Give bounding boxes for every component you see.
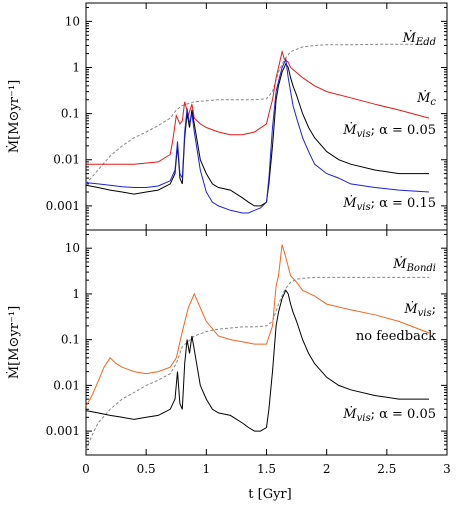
- y-axis-label: Ṁ[M⊙yr⁻¹]: [5, 80, 22, 153]
- y-tick-label: 0.1: [61, 333, 80, 347]
- series-line: [85, 62, 429, 207]
- x-tick-label: 1: [203, 462, 211, 476]
- y-tick-label: 1: [72, 287, 80, 301]
- series-line: [85, 57, 430, 214]
- series-label: Ṁvis; α = 0.05: [342, 405, 436, 424]
- y-tick-label: 10: [65, 241, 80, 255]
- series-label: Ṁvis;: [403, 300, 436, 319]
- x-tick-label: 0.5: [137, 462, 156, 476]
- series-label: ṀBondi: [392, 255, 436, 274]
- y-axis-label: Ṁ[M⊙yr⁻¹]: [5, 306, 22, 379]
- series-label: Ṁvis; α = 0.15: [342, 194, 436, 213]
- series-label-line2: no feedback: [356, 329, 436, 344]
- x-tick-label: 1.5: [257, 462, 276, 476]
- y-tick-label: 0.001: [46, 199, 80, 213]
- x-tick-label: 2.5: [377, 462, 396, 476]
- y-tick-label: 0.001: [46, 424, 80, 438]
- y-tick-label: 10: [65, 14, 80, 28]
- series-label: Ṁvis; α = 0.05: [342, 121, 436, 140]
- series-line: [85, 244, 430, 407]
- series-line: [85, 289, 429, 432]
- y-tick-label: 1: [72, 60, 80, 74]
- x-tick-label: 0: [82, 462, 90, 476]
- x-axis-label: t [Gyr]: [248, 487, 291, 502]
- y-tick-label: 0.01: [53, 378, 80, 392]
- series-label: Ṁc: [416, 89, 436, 108]
- series-line: [86, 49, 430, 165]
- x-tick-label: 2: [323, 462, 331, 476]
- y-tick-label: 0.1: [61, 107, 80, 121]
- series-label: ṀEdd: [402, 29, 436, 48]
- panel-bottom: 0.001 0.01 0.1 1 10 0 0.5 1 1.5 2 2.5 3 Ṁ[M⊙yr⁻¹] ṀBo…: [5, 229, 451, 476]
- panel-top: 0.001 0.01 0.1 1 10 Ṁ[M⊙yr⁻¹] ṀEdd Ṁc Ṁvis; α = …: [5, 2, 448, 231]
- series-line: [85, 276, 429, 450]
- y-tick-label: 0.01: [53, 153, 80, 167]
- x-tick-label: 3: [443, 462, 451, 476]
- series-line: [85, 43, 429, 185]
